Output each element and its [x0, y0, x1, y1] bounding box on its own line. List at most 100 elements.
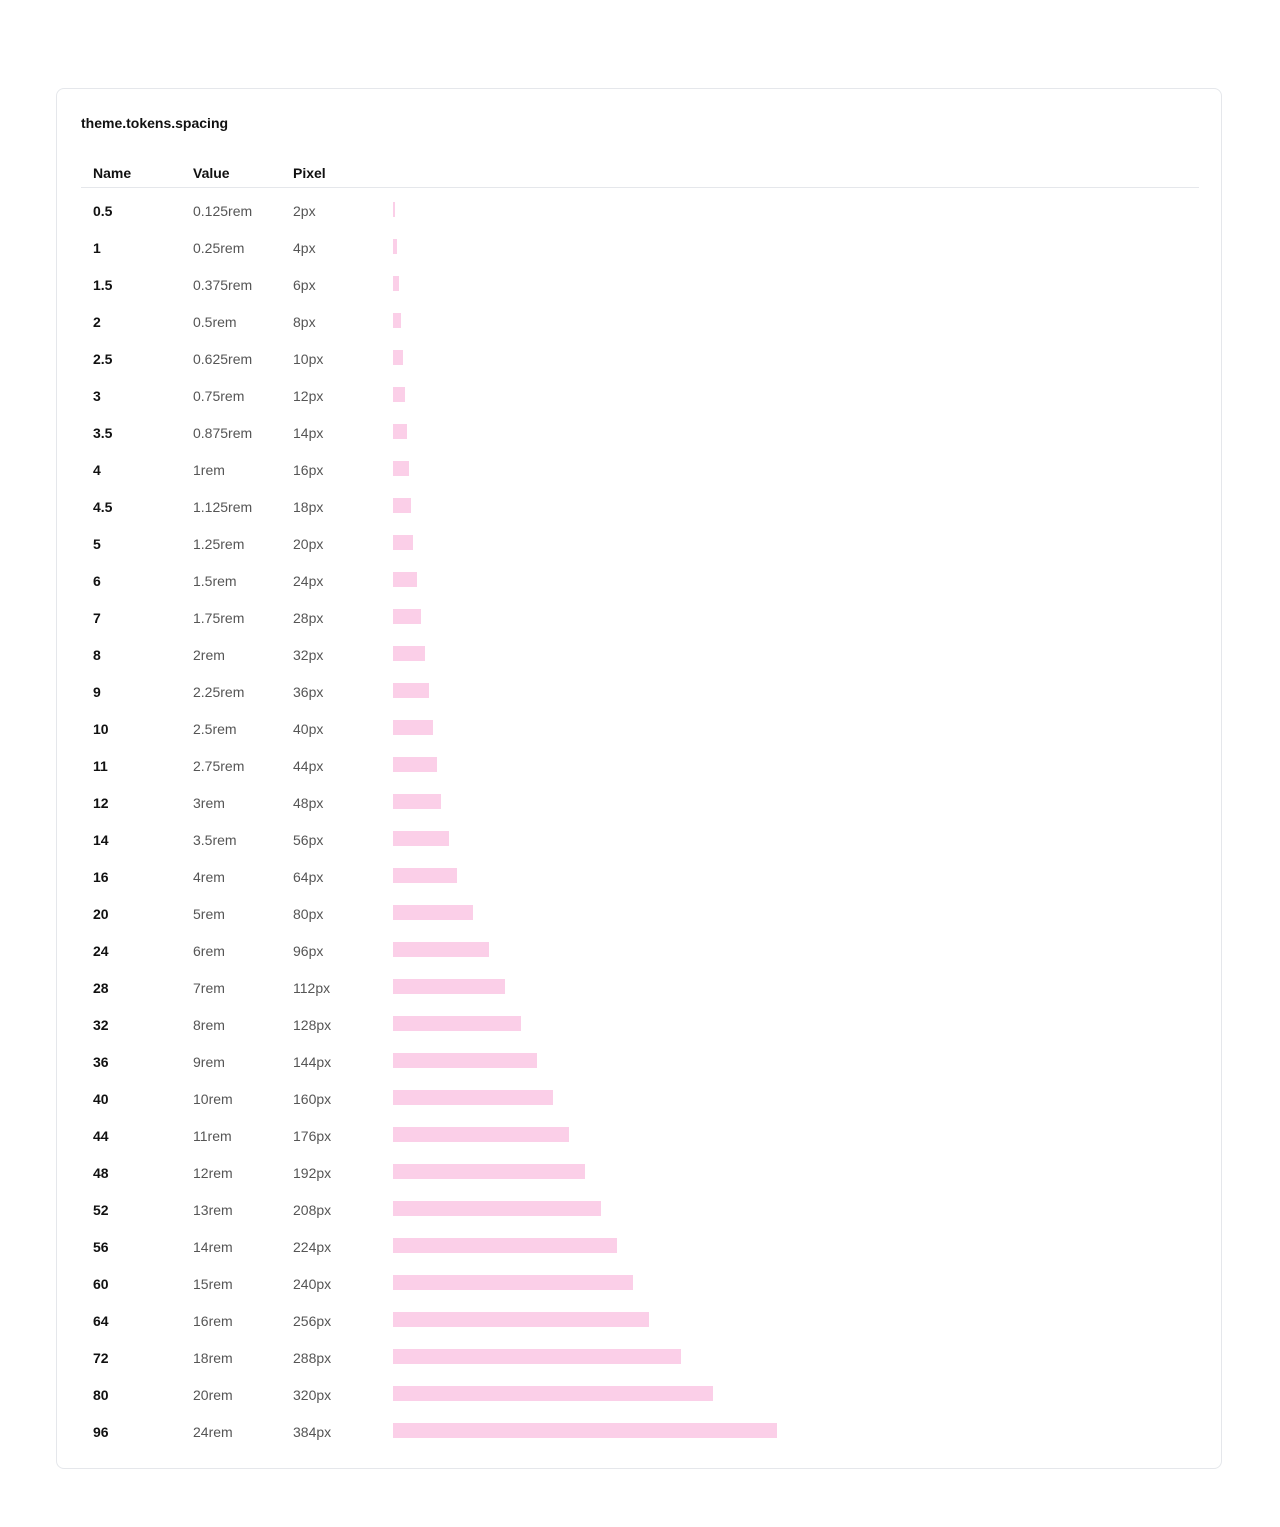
token-value: 0.25rem	[193, 240, 245, 256]
card	[56, 88, 1222, 1469]
token-value: 1rem	[193, 462, 225, 478]
token-value: 0.5rem	[193, 314, 237, 330]
token-pixel: 6px	[293, 277, 316, 293]
spacing-bar	[393, 461, 409, 476]
token-value: 0.125rem	[193, 203, 253, 219]
token-name: 40	[93, 1091, 109, 1107]
header-rule	[81, 187, 1199, 188]
token-name: 2.5	[93, 351, 113, 367]
token-name: 1.5	[93, 277, 113, 293]
token-pixel: 24px	[293, 573, 324, 589]
spacing-bar	[393, 1386, 713, 1401]
token-pixel: 4px	[293, 240, 316, 256]
token-name: 11	[93, 758, 108, 774]
token-name: 16	[93, 869, 109, 885]
title: theme.tokens.spacing	[81, 115, 229, 131]
token-name: 36	[93, 1054, 109, 1070]
token-value: 7rem	[193, 980, 225, 996]
spacing-bar	[393, 535, 413, 550]
token-pixel: 256px	[293, 1313, 332, 1329]
token-pixel: 14px	[293, 425, 324, 441]
token-value: 16rem	[193, 1313, 233, 1329]
token-pixel: 36px	[293, 684, 324, 700]
token-pixel: 96px	[293, 943, 324, 959]
spacing-bar	[393, 1349, 681, 1364]
spacing-bar	[393, 979, 505, 994]
token-name: 8	[93, 647, 101, 663]
token-pixel: 20px	[293, 536, 324, 552]
spacing-bar	[393, 276, 399, 291]
token-pixel: 176px	[293, 1128, 332, 1144]
token-pixel: 28px	[293, 610, 324, 626]
spacing-bar	[393, 868, 457, 883]
token-value: 1.5rem	[193, 573, 237, 589]
spacing-bar	[393, 239, 397, 254]
spacing-bar	[393, 1164, 585, 1179]
token-name: 80	[93, 1387, 109, 1403]
token-value: 9rem	[193, 1054, 225, 1070]
spacing-bar	[393, 424, 407, 439]
token-pixel: 288px	[293, 1350, 332, 1366]
token-name: 14	[93, 832, 109, 848]
token-value: 2.75rem	[193, 758, 245, 774]
column-header: Pixel	[293, 165, 326, 181]
spacing-bar	[393, 498, 411, 513]
token-name: 1	[93, 240, 101, 256]
token-value: 6rem	[193, 943, 225, 959]
token-value: 0.375rem	[193, 277, 253, 293]
token-value: 18rem	[193, 1350, 233, 1366]
token-name: 5	[93, 536, 101, 552]
token-name: 96	[93, 1424, 109, 1440]
token-value: 15rem	[193, 1276, 233, 1292]
token-value: 0.875rem	[193, 425, 253, 441]
spacing-bar	[393, 1238, 617, 1253]
spacing-bar	[393, 757, 437, 772]
token-name: 4	[93, 462, 101, 478]
spacing-bar	[393, 1127, 569, 1142]
token-name: 9	[93, 684, 101, 700]
token-name: 64	[93, 1313, 109, 1329]
token-pixel: 160px	[293, 1091, 332, 1107]
token-value: 20rem	[193, 1387, 233, 1403]
spacing-bar	[393, 350, 403, 365]
token-pixel: 44px	[293, 758, 324, 774]
token-pixel: 144px	[293, 1054, 332, 1070]
token-value: 3rem	[193, 795, 225, 811]
token-name: 3	[93, 388, 101, 404]
token-pixel: 16px	[293, 462, 324, 478]
token-name: 10	[93, 721, 109, 737]
spacing-bar	[393, 720, 433, 735]
token-value: 2.5rem	[193, 721, 237, 737]
token-name: 28	[93, 980, 109, 996]
token-value: 13rem	[193, 1202, 233, 1218]
token-pixel: 64px	[293, 869, 324, 885]
spacing-bar	[393, 1201, 601, 1216]
token-pixel: 320px	[293, 1387, 332, 1403]
token-value: 4rem	[193, 869, 225, 885]
token-value: 11rem	[193, 1128, 232, 1144]
token-pixel: 192px	[293, 1165, 332, 1181]
token-name: 6	[93, 573, 101, 589]
token-value: 12rem	[193, 1165, 233, 1181]
token-name: 2	[93, 314, 101, 330]
token-pixel: 32px	[293, 647, 324, 663]
token-value: 8rem	[193, 1017, 225, 1033]
token-name: 20	[93, 906, 109, 922]
spacing-bar	[393, 609, 421, 624]
spacing-bar	[393, 313, 401, 328]
token-pixel: 240px	[293, 1276, 332, 1292]
spacing-bar	[393, 942, 489, 957]
spacing-bar	[393, 1090, 553, 1105]
token-pixel: 112px	[293, 980, 331, 996]
token-name: 24	[93, 943, 109, 959]
token-name: 32	[93, 1017, 109, 1033]
token-pixel: 8px	[293, 314, 316, 330]
token-value: 14rem	[193, 1239, 233, 1255]
token-value: 0.625rem	[193, 351, 253, 367]
token-value: 0.75rem	[193, 388, 245, 404]
column-header: Value	[193, 165, 230, 181]
spacing-bar	[393, 683, 429, 698]
token-name: 56	[93, 1239, 109, 1255]
token-name: 44	[93, 1128, 109, 1144]
